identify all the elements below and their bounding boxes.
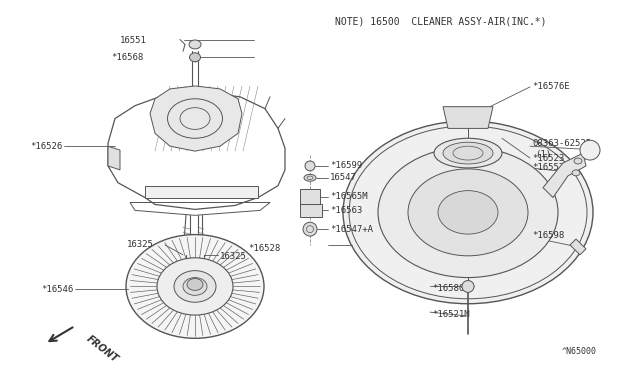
Text: *16563: *16563 — [330, 206, 362, 215]
Text: 16325: 16325 — [127, 240, 154, 250]
Text: *16528: *16528 — [248, 244, 280, 253]
Text: (1): (1) — [535, 150, 551, 158]
Text: *16598: *16598 — [532, 231, 564, 240]
Circle shape — [580, 140, 600, 160]
Text: 16325: 16325 — [220, 252, 247, 261]
Circle shape — [462, 280, 474, 292]
Text: *16557: *16557 — [532, 163, 564, 172]
Polygon shape — [145, 186, 258, 198]
Ellipse shape — [183, 278, 207, 295]
Polygon shape — [570, 239, 586, 255]
Circle shape — [303, 222, 317, 236]
Ellipse shape — [126, 235, 264, 338]
Ellipse shape — [408, 169, 528, 256]
Ellipse shape — [572, 170, 580, 176]
Polygon shape — [150, 86, 242, 151]
Text: S: S — [586, 145, 592, 155]
Circle shape — [305, 161, 315, 171]
Text: FRONT: FRONT — [85, 334, 120, 365]
Text: 16551: 16551 — [120, 36, 147, 45]
Polygon shape — [443, 107, 493, 128]
Text: *16546: *16546 — [41, 285, 73, 294]
Ellipse shape — [157, 258, 233, 315]
FancyBboxPatch shape — [300, 189, 320, 205]
Ellipse shape — [174, 271, 216, 302]
Text: 08363-62525: 08363-62525 — [532, 139, 591, 148]
Text: *16599: *16599 — [330, 161, 362, 170]
Ellipse shape — [438, 190, 498, 234]
Ellipse shape — [189, 40, 201, 49]
Ellipse shape — [378, 147, 558, 278]
Text: *16547+A: *16547+A — [330, 225, 373, 234]
Ellipse shape — [189, 53, 200, 62]
Ellipse shape — [574, 158, 582, 164]
Ellipse shape — [343, 121, 593, 304]
Polygon shape — [108, 146, 120, 170]
Text: *16580J: *16580J — [432, 284, 470, 293]
Polygon shape — [543, 153, 586, 198]
Text: *16565M: *16565M — [330, 192, 367, 201]
Ellipse shape — [443, 142, 493, 164]
Text: *16526: *16526 — [29, 142, 62, 151]
Ellipse shape — [304, 174, 316, 181]
Ellipse shape — [434, 138, 502, 168]
Text: *16576E: *16576E — [532, 83, 570, 92]
Text: 16547: 16547 — [330, 173, 357, 182]
Ellipse shape — [187, 279, 203, 291]
Text: *16568: *16568 — [111, 53, 143, 62]
FancyBboxPatch shape — [300, 205, 322, 217]
Text: NOTE) 16500  CLEANER ASSY-AIR(INC.*): NOTE) 16500 CLEANER ASSY-AIR(INC.*) — [335, 17, 547, 27]
Text: *16521M: *16521M — [432, 310, 470, 318]
Text: ^N65000: ^N65000 — [562, 347, 597, 356]
Text: *16523: *16523 — [532, 154, 564, 163]
